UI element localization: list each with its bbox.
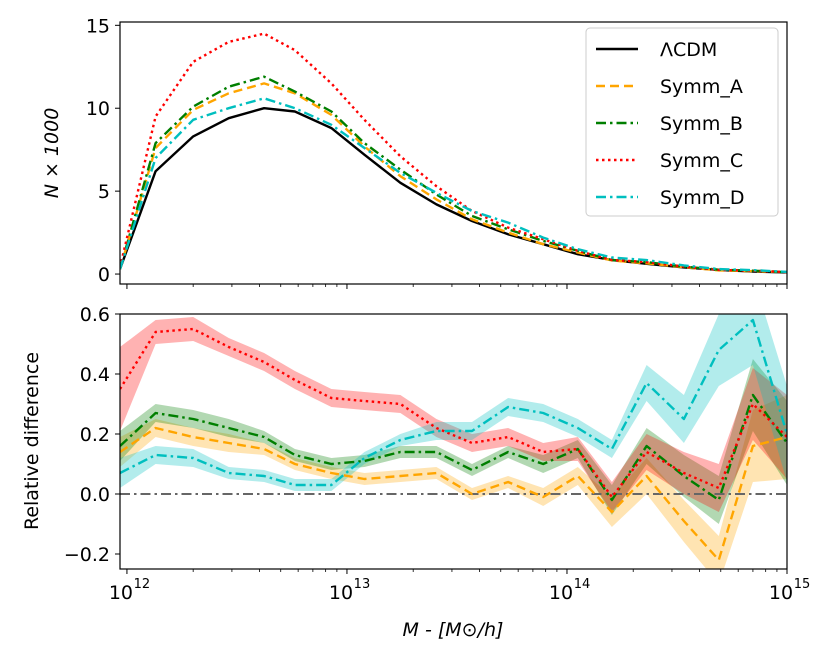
legend-label: Symm_D (660, 187, 744, 209)
bottom-x-tick-label: 10 (109, 582, 133, 604)
legend-label: Symm_A (660, 76, 743, 98)
bottom-y-axis-label: Relative difference (21, 352, 43, 530)
bottom-axes-frame (119, 313, 788, 570)
top-panel: 0 5 10 15 N × 1000 (41, 15, 788, 289)
bottom-series-line-symm-a (120, 426, 787, 562)
bottom-y-tick-label: 0.0 (80, 484, 110, 506)
top-series-line-symm-d (120, 97, 787, 274)
bottom-panel: −0.20.00.20.40.6 10 12 10 13 10 14 10 15 Relati… (21, 304, 811, 641)
bottom-x-tick-exponent: 13 (354, 577, 371, 592)
bottom-y-tick-label: 0.4 (80, 364, 110, 386)
bottom-x-tick-exponent: 14 (574, 577, 591, 592)
bottom-series-line-symm-b (120, 393, 787, 502)
bottom-y-tick-label: 0.2 (80, 424, 110, 446)
bottom-x-tick-exponent: 15 (794, 577, 811, 592)
legend: ΛCDM Symm_A Symm_B Symm_C Symm_D (585, 27, 779, 217)
bottom-series-line-symm-c (120, 327, 787, 499)
top-y-axis-label: N × 1000 (41, 108, 63, 199)
legend-label: ΛCDM (660, 39, 717, 61)
top-y-tick-label: 5 (98, 181, 110, 203)
bottom-x-tick-label: 10 (769, 582, 793, 604)
legend-frame (585, 27, 779, 217)
bottom-x-tick-label: 10 (549, 582, 573, 604)
bottom-band-symm-d (120, 314, 787, 491)
bottom-series-line-symm-d (120, 318, 787, 487)
legend-label: Symm_B (660, 113, 743, 135)
bottom-band-symm-b (120, 359, 787, 524)
legend-label: Symm_C (660, 150, 743, 172)
top-y-tick-label: 10 (86, 98, 110, 120)
top-axes-frame (119, 21, 788, 285)
bottom-y-tick-label: 0.6 (80, 304, 110, 326)
top-y-tick-label: 15 (86, 15, 110, 37)
bottom-x-tick-exponent: 12 (134, 577, 151, 592)
bottom-y-tick-label: −0.2 (64, 544, 110, 566)
top-series-line-symm-c (120, 32, 787, 274)
top-y-tick-label: 0 (98, 264, 110, 286)
bottom-x-tick-label: 10 (329, 582, 353, 604)
x-axis-label: M - [M⊙/h] (403, 619, 504, 641)
